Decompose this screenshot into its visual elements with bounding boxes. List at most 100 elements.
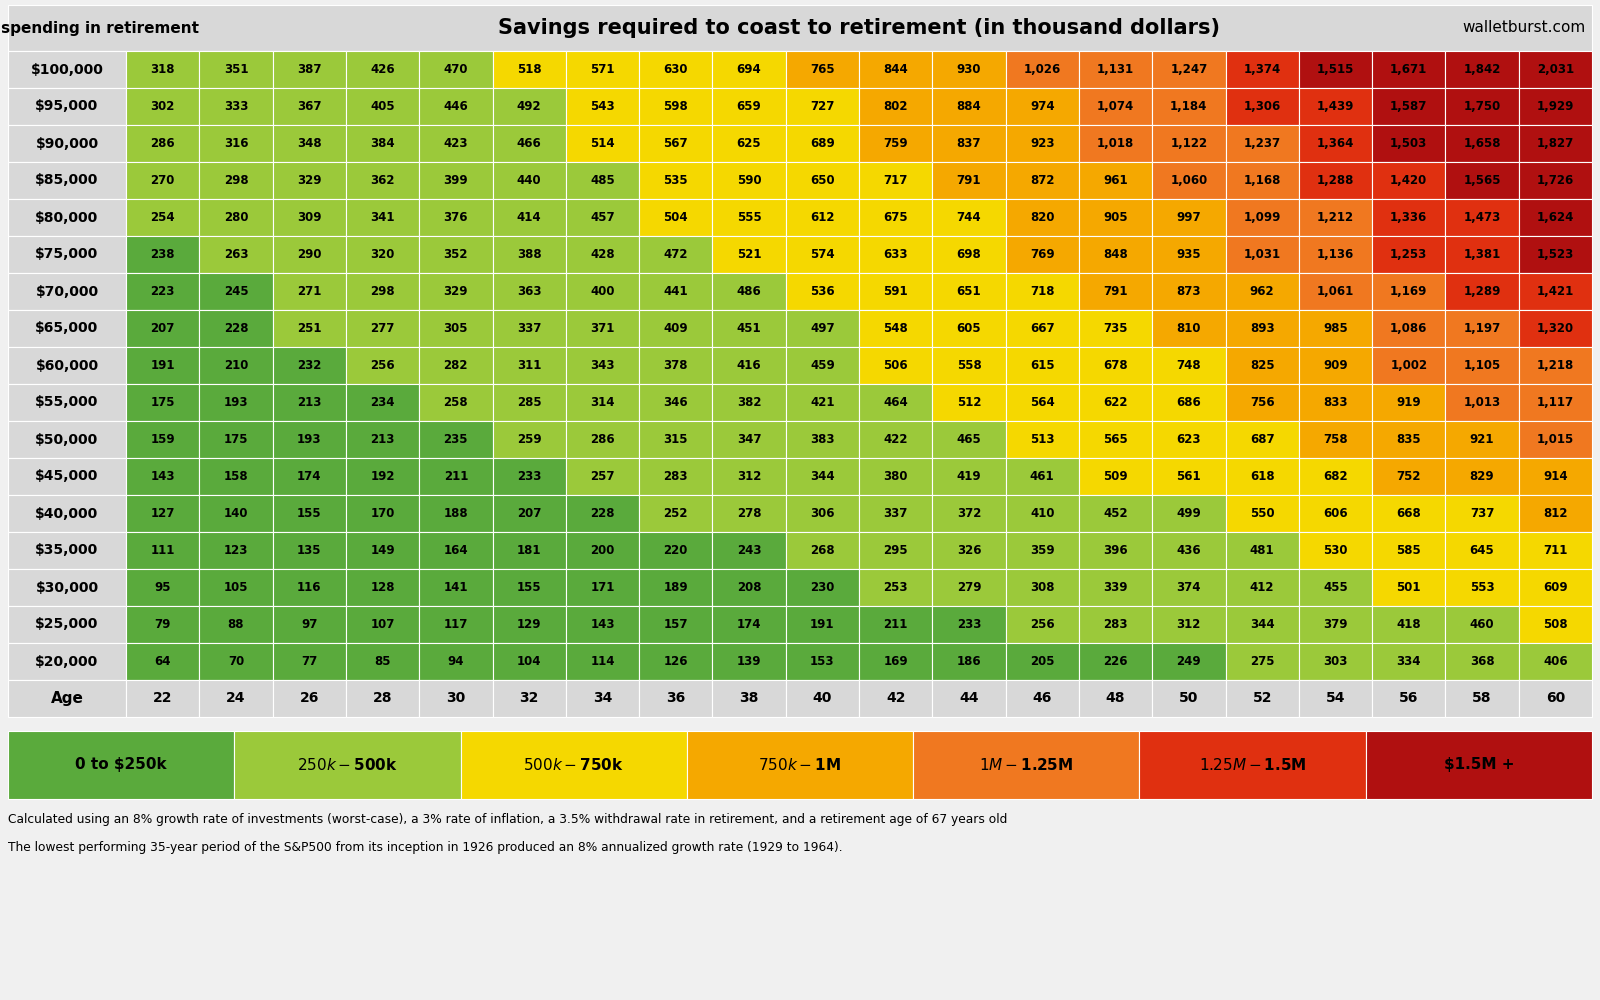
Text: $95,000: $95,000 [35, 100, 99, 113]
Text: 758: 758 [1323, 433, 1347, 446]
Text: 756: 756 [1250, 396, 1275, 409]
Bar [419, 680, 493, 717]
Bar [1226, 88, 1299, 125]
Text: 1,439: 1,439 [1317, 100, 1354, 113]
Text: 213: 213 [370, 433, 395, 446]
Text: 388: 388 [517, 248, 541, 261]
Text: 650: 650 [810, 174, 835, 187]
Bar [8, 421, 126, 458]
Bar [786, 347, 859, 384]
Text: 295: 295 [883, 544, 907, 557]
Bar [1226, 495, 1299, 532]
Text: 383: 383 [810, 433, 835, 446]
Bar [493, 680, 566, 717]
Text: 1,306: 1,306 [1243, 100, 1280, 113]
Text: Savings required to coast to retirement (in thousand dollars): Savings required to coast to retirement … [498, 18, 1221, 38]
Bar [272, 680, 346, 717]
Bar [493, 569, 566, 606]
Bar [272, 458, 346, 495]
Bar [1373, 273, 1445, 310]
Bar [1445, 495, 1518, 532]
Bar [493, 199, 566, 236]
Text: 368: 368 [1470, 655, 1494, 668]
Text: 667: 667 [1030, 322, 1054, 335]
Bar [493, 643, 566, 680]
Bar [712, 236, 786, 273]
Bar [1518, 680, 1592, 717]
Text: 228: 228 [590, 507, 614, 520]
Text: 326: 326 [957, 544, 981, 557]
Text: 909: 909 [1323, 359, 1347, 372]
Bar [933, 421, 1005, 458]
Bar [8, 310, 126, 347]
Bar [1373, 199, 1445, 236]
Text: 508: 508 [1542, 618, 1568, 631]
Text: 275: 275 [1250, 655, 1275, 668]
Text: 1,218: 1,218 [1536, 359, 1574, 372]
Text: 171: 171 [590, 581, 614, 594]
Bar [1078, 606, 1152, 643]
Bar [712, 51, 786, 88]
Bar [933, 236, 1005, 273]
Bar [493, 458, 566, 495]
Text: Age: Age [51, 691, 83, 706]
Bar [1226, 532, 1299, 569]
Text: 175: 175 [150, 396, 174, 409]
Text: 347: 347 [736, 433, 762, 446]
Bar [638, 569, 712, 606]
Text: 175: 175 [224, 433, 248, 446]
Bar [493, 384, 566, 421]
Text: 259: 259 [517, 433, 541, 446]
Bar [8, 458, 126, 495]
Text: 421: 421 [810, 396, 835, 409]
Bar [1078, 125, 1152, 162]
Text: 565: 565 [1102, 433, 1128, 446]
Bar [1078, 51, 1152, 88]
Bar [1078, 421, 1152, 458]
Bar [786, 606, 859, 643]
Bar [493, 532, 566, 569]
Bar [1005, 680, 1078, 717]
Bar [1078, 273, 1152, 310]
Bar [126, 125, 200, 162]
Bar [346, 199, 419, 236]
Text: 303: 303 [1323, 655, 1347, 668]
Text: 689: 689 [810, 137, 835, 150]
Bar [1373, 569, 1445, 606]
Text: 455: 455 [1323, 581, 1347, 594]
Bar [638, 421, 712, 458]
Bar [933, 88, 1005, 125]
Bar [859, 51, 933, 88]
Bar [566, 606, 638, 643]
Bar [200, 421, 272, 458]
Bar [126, 495, 200, 532]
Bar [933, 569, 1005, 606]
Bar [638, 199, 712, 236]
Bar [712, 347, 786, 384]
Text: 367: 367 [298, 100, 322, 113]
Text: 192: 192 [370, 470, 395, 483]
Bar [786, 125, 859, 162]
Text: $90,000: $90,000 [35, 136, 99, 150]
Text: 28: 28 [373, 692, 392, 706]
Bar [126, 421, 200, 458]
Bar [126, 310, 200, 347]
Bar [1518, 51, 1592, 88]
Bar [200, 569, 272, 606]
Text: $45,000: $45,000 [35, 470, 99, 484]
Bar [419, 569, 493, 606]
Text: 139: 139 [736, 655, 762, 668]
Text: 686: 686 [1176, 396, 1202, 409]
Bar [566, 569, 638, 606]
Text: 1,197: 1,197 [1464, 322, 1501, 335]
Bar [566, 421, 638, 458]
Bar [8, 680, 126, 717]
Bar [1226, 310, 1299, 347]
Text: 997: 997 [1176, 211, 1202, 224]
Text: 346: 346 [664, 396, 688, 409]
Bar [200, 51, 272, 88]
Bar [638, 606, 712, 643]
Text: 1,289: 1,289 [1464, 285, 1501, 298]
Bar [712, 162, 786, 199]
Text: 1,253: 1,253 [1390, 248, 1427, 261]
